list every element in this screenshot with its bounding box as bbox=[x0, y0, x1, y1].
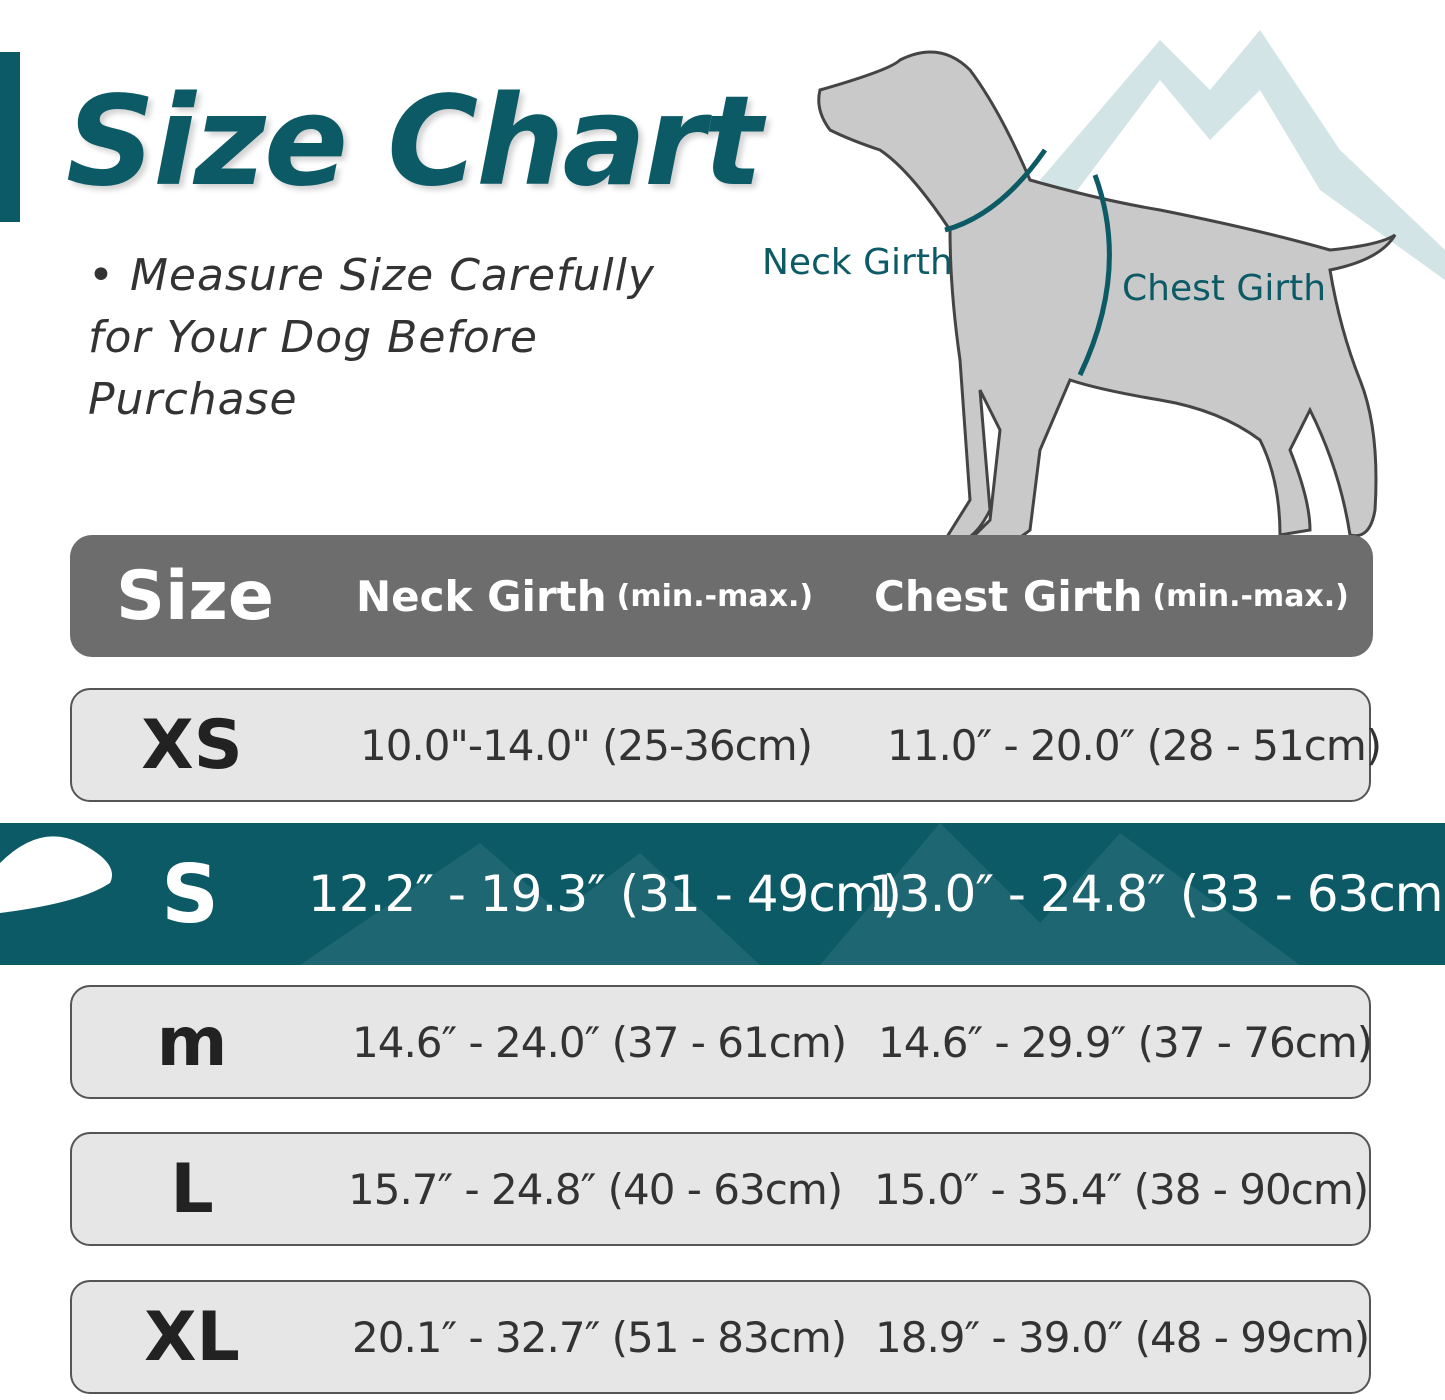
table-row: M 14.6″ - 24.0″ (37 - 61cm) 14.6″ - 29.9… bbox=[70, 985, 1373, 1099]
chest-cell: 11.0″ - 20.0″ (28 - 51cm) bbox=[887, 720, 1382, 770]
chest-cell: 18.9″ - 39.0″ (48 - 99cm) bbox=[875, 1312, 1370, 1362]
measure-note: • Measure Size Carefully for Your Dog Be… bbox=[88, 250, 655, 425]
size-cell: XL bbox=[144, 1297, 240, 1377]
table-row-highlighted: S 12.2″ - 19.3″ (31 - 49cm) 13.0″ - 24.8… bbox=[0, 823, 1445, 965]
neck-cell: 10.0"-14.0" (25-36cm) bbox=[360, 720, 813, 770]
size-cell: M bbox=[156, 1002, 228, 1082]
header-chest-sub: (min.-max.) bbox=[1152, 578, 1349, 614]
header-chest-label: Chest Girth bbox=[874, 571, 1143, 621]
neck-cell: 20.1″ - 32.7″ (51 - 83cm) bbox=[352, 1312, 847, 1362]
header-size: Size bbox=[116, 556, 274, 636]
table-row: XS 10.0"-14.0" (25-36cm) 11.0″ - 20.0″ (… bbox=[70, 688, 1382, 802]
chest-cell: 13.0″ - 24.8″ (33 - 63cm) bbox=[868, 865, 1445, 923]
page-title: Size Chart bbox=[66, 70, 763, 214]
header-chest: Chest Girth (min.-max.) bbox=[874, 535, 1349, 657]
header-neck: Neck Girth (min.-max.) bbox=[356, 535, 813, 657]
table-row: XL 20.1″ - 32.7″ (51 - 83cm) 18.9″ - 39.… bbox=[70, 1280, 1371, 1394]
neck-cell: 15.7″ - 24.8″ (40 - 63cm) bbox=[348, 1164, 843, 1214]
header-neck-sub: (min.-max.) bbox=[616, 578, 814, 614]
chest-cell: 15.0″ - 35.4″ (38 - 90cm) bbox=[874, 1164, 1369, 1214]
neck-cell: 14.6″ - 24.0″ (37 - 61cm) bbox=[352, 1017, 847, 1067]
neck-girth-label: Neck Girth bbox=[762, 242, 953, 283]
mountain-illustration bbox=[1040, 30, 1445, 280]
chest-cell: 14.6″ - 29.9″ (37 - 76cm) bbox=[878, 1017, 1373, 1067]
dog-silhouette-icon bbox=[817, 50, 1397, 548]
header-neck-label: Neck Girth bbox=[356, 571, 607, 621]
mountain-pattern bbox=[0, 823, 1300, 965]
size-cell: XS bbox=[141, 705, 243, 785]
size-cell: L bbox=[170, 1149, 214, 1229]
accent-bar bbox=[0, 52, 20, 222]
table-header: Size Neck Girth (min.-max.) Chest Girth (m… bbox=[70, 535, 1373, 657]
chest-girth-label: Chest Girth bbox=[1122, 268, 1327, 309]
neck-cell: 12.2″ - 19.3″ (31 - 49cm) bbox=[308, 865, 902, 923]
table-row: L 15.7″ - 24.8″ (40 - 63cm) 15.0″ - 35.4… bbox=[70, 1132, 1371, 1246]
size-cell: S bbox=[161, 847, 219, 941]
dog-head-icon bbox=[0, 836, 112, 913]
dog-diagram: Neck Girth Chest Girth bbox=[740, 30, 1445, 570]
